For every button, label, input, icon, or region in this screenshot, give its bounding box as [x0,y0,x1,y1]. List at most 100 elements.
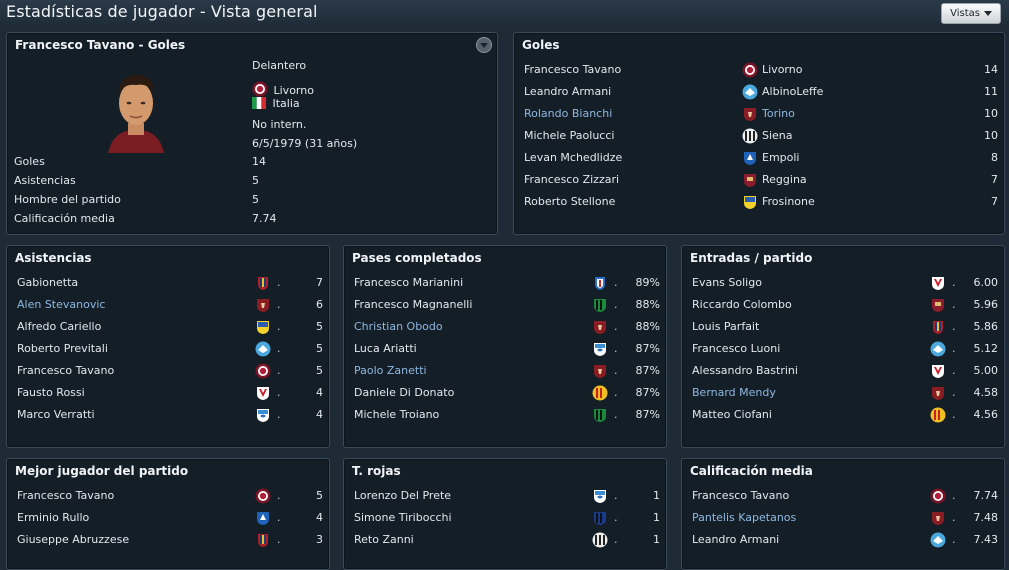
list-item[interactable]: Simone Tiribocchi. 1 [344,507,666,529]
club-name[interactable]: Reggina [762,173,807,186]
player-name[interactable]: Matteo Ciofani [692,408,772,421]
list-item[interactable]: Paolo Zanetti. 87% [344,360,666,382]
player-name[interactable]: Lorenzo Del Prete [354,489,452,502]
list-item[interactable]: Pantelis Kapetanos. 7.48 [682,507,1004,529]
player-name[interactable]: Michele Troiano [354,408,440,421]
list-item[interactable]: Riccardo Colombo. 5.96 [682,294,1004,316]
club-name[interactable]: Siena [762,129,793,142]
player-name[interactable]: Francesco Tavano [692,489,790,502]
player-name[interactable]: Francesco Marianini [354,276,464,289]
list-item[interactable]: Roberto Previtali. 5 [7,338,329,360]
player-name[interactable]: Francesco Zizzari [524,173,620,186]
club-name[interactable]: Empoli [762,151,800,164]
club-badge-icon [742,172,758,188]
list-item[interactable]: Fausto Rossi. 4 [7,382,329,404]
player-name[interactable]: Paolo Zanetti [354,364,427,377]
list-item[interactable]: Alen Stevanovic. 6 [7,294,329,316]
page-title: Estadísticas de jugador - Vista general [6,2,318,21]
player-name[interactable]: Rolando Bianchi [524,107,613,120]
club-badge-icon [255,363,271,379]
list-item[interactable]: Michele Troiano. 87% [344,404,666,426]
assists-panel-title: Asistencias [15,251,92,265]
list-item[interactable]: Lorenzo Del Prete. 1 [344,485,666,507]
list-item[interactable]: Rolando Bianchi Torino 10 [514,103,1004,125]
player-name[interactable]: Francesco Tavano [524,63,622,76]
player-name[interactable]: Bernard Mendy [692,386,776,399]
list-item[interactable]: Giuseppe Abruzzese. 3 [7,529,329,551]
stat-value: 1 [653,489,660,502]
list-item[interactable]: Francesco Tavano. 7.74 [682,485,1004,507]
separator-dot: . [952,298,956,311]
player-name[interactable]: Leandro Armani [692,533,780,546]
club-name[interactable]: Frosinone [762,195,815,208]
list-item[interactable]: Leandro Armani. 7.43 [682,529,1004,551]
list-item[interactable]: Roberto Stellone Frosinone 7 [514,191,1004,213]
club-name[interactable]: AlbinoLeffe [762,85,824,98]
player-name[interactable]: Simone Tiribocchi [354,511,452,524]
list-item[interactable]: Francesco Tavano. 5 [7,360,329,382]
list-item[interactable]: Evans Soligo. 6.00 [682,272,1004,294]
player-name[interactable]: Pantelis Kapetanos [692,511,797,524]
player-name[interactable]: Daniele Di Donato [354,386,455,399]
collapse-icon[interactable] [476,37,492,53]
player-name[interactable]: Roberto Stellone [524,195,616,208]
list-item[interactable]: Alfredo Cariello. 5 [7,316,329,338]
club-name[interactable]: Torino [762,107,795,120]
player-club[interactable]: Livorno [252,78,314,97]
player-name[interactable]: Levan Mchedlidze [524,151,623,164]
separator-dot: . [277,386,281,399]
list-item[interactable]: Levan Mchedlidze Empoli 8 [514,147,1004,169]
player-stat-value: 5 [252,193,259,206]
player-name[interactable]: Reto Zanni [354,533,414,546]
list-item[interactable]: Francesco Magnanelli. 88% [344,294,666,316]
list-item[interactable]: Bernard Mendy. 4.58 [682,382,1004,404]
list-item[interactable]: Reto Zanni. 1 [344,529,666,551]
views-dropdown-button[interactable]: Vistas [941,3,1001,24]
separator-dot: . [277,489,281,502]
player-name[interactable]: Luca Ariatti [354,342,417,355]
club-badge-icon [255,297,271,313]
list-item[interactable]: Marco Verratti. 4 [7,404,329,426]
player-name[interactable]: Alessandro Bastrini [692,364,798,377]
list-item[interactable]: Francesco Tavano. 5 [7,485,329,507]
list-item[interactable]: Louis Parfait. 5.86 [682,316,1004,338]
player-name[interactable]: Alfredo Cariello [17,320,102,333]
player-name[interactable]: Giuseppe Abruzzese [17,533,130,546]
player-name[interactable]: Francesco Tavano [17,489,115,502]
player-name[interactable]: Erminio Rullo [17,511,90,524]
player-name[interactable]: Evans Soligo [692,276,762,289]
list-item[interactable]: Leandro Armani AlbinoLeffe 11 [514,81,1004,103]
player-name[interactable]: Roberto Previtali [17,342,108,355]
player-name[interactable]: Leandro Armani [524,85,612,98]
player-name[interactable]: Riccardo Colombo [692,298,792,311]
club-badge-icon [742,128,758,144]
player-name[interactable]: Christian Obodo [354,320,443,333]
player-name[interactable]: Michele Paolucci [524,129,615,142]
list-item[interactable]: Matteo Ciofani. 4.56 [682,404,1004,426]
player-name[interactable]: Francesco Magnanelli [354,298,473,311]
list-item[interactable]: Michele Paolucci Siena 10 [514,125,1004,147]
player-name[interactable]: Francesco Luoni [692,342,781,355]
motm-panel: Mejor jugador del partido Francesco Tava… [6,458,330,570]
club-name[interactable]: Livorno [762,63,803,76]
player-name[interactable]: Gabionetta [17,276,79,289]
list-item[interactable]: Francesco Tavano Livorno 14 [514,59,1004,81]
list-item[interactable]: Gabionetta. 7 [7,272,329,294]
list-item[interactable]: Daniele Di Donato. 87% [344,382,666,404]
list-item[interactable]: Francesco Zizzari Reggina 7 [514,169,1004,191]
list-item[interactable]: Luca Ariatti. 87% [344,338,666,360]
list-item[interactable]: Alessandro Bastrini. 5.00 [682,360,1004,382]
player-name[interactable]: Francesco Tavano [17,364,115,377]
list-item[interactable]: Francesco Marianini. 89% [344,272,666,294]
player-name[interactable]: Alen Stevanovic [17,298,106,311]
list-item[interactable]: Christian Obodo. 88% [344,316,666,338]
list-item[interactable]: Francesco Luoni. 5.12 [682,338,1004,360]
separator-dot: . [614,364,618,377]
player-nation[interactable]: Italia [252,97,300,110]
club-badge-icon [255,407,271,423]
player-name[interactable]: Louis Parfait [692,320,760,333]
stat-value: 6 [316,298,323,311]
list-item[interactable]: Erminio Rullo. 4 [7,507,329,529]
player-name[interactable]: Marco Verratti [17,408,95,421]
player-name[interactable]: Fausto Rossi [17,386,85,399]
